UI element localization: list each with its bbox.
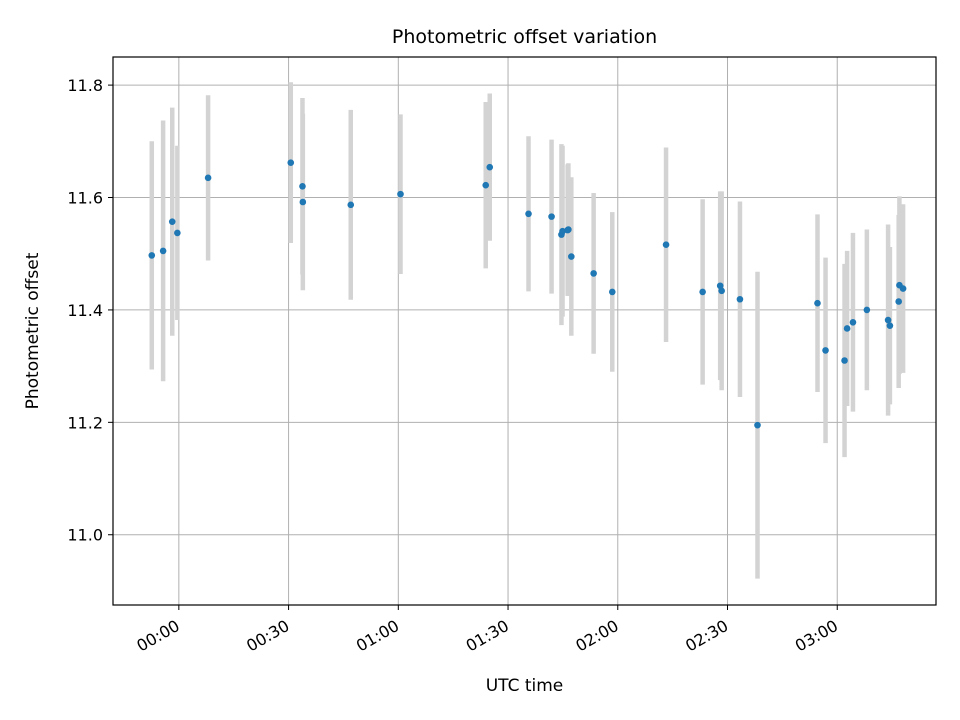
error-bars — [149, 82, 906, 579]
data-point — [204, 174, 212, 182]
data-points — [148, 159, 907, 429]
chart-title: Photometric offset variation — [392, 26, 657, 48]
data-point — [525, 210, 532, 218]
y-tick-label: 11.8 — [67, 76, 103, 95]
y-tick-label: 11.6 — [67, 189, 103, 208]
y-tick-label: 11.0 — [67, 526, 103, 545]
data-point — [168, 218, 176, 225]
data-point — [899, 285, 907, 292]
grid — [113, 57, 936, 605]
data-point — [159, 247, 167, 255]
plot-frame — [112, 56, 937, 606]
x-tick-label: 01:00 — [353, 616, 402, 656]
x-tick-label: 00:00 — [133, 616, 182, 656]
data-point — [736, 295, 744, 303]
x-axis-label: UTC time — [486, 676, 564, 696]
data-point — [863, 306, 871, 314]
x-tick-label: 00:30 — [243, 616, 292, 656]
data-point — [843, 325, 851, 332]
data-point — [565, 226, 572, 233]
data-point — [482, 181, 490, 189]
data-point — [699, 288, 706, 296]
data-point — [590, 270, 597, 277]
x-tick-label: 02:30 — [682, 616, 731, 656]
data-point — [814, 299, 821, 307]
y-axis-label: Photometric offset — [23, 252, 43, 409]
data-point — [299, 182, 306, 190]
data-point — [299, 198, 307, 206]
data-point — [287, 159, 295, 166]
data-point — [347, 201, 355, 209]
data-point — [886, 322, 894, 329]
data-point — [716, 282, 724, 290]
data-point — [174, 229, 181, 237]
data-point — [548, 213, 555, 220]
data-point — [884, 316, 892, 324]
data-point — [718, 287, 725, 295]
x-tick-label: 02:00 — [572, 616, 621, 656]
data-point — [397, 190, 404, 198]
data-point — [608, 288, 616, 296]
data-point — [895, 298, 902, 305]
data-point — [559, 227, 566, 235]
ticks: 00:00 00:30 01:00 01:30 02:00 02:30 03:00 11.0 1… — [67, 76, 841, 655]
y-tick-label: 11.2 — [67, 413, 103, 432]
data-point — [841, 357, 848, 364]
data-point — [568, 253, 575, 260]
data-point — [148, 252, 156, 259]
x-tick-label: 01:30 — [463, 616, 512, 656]
data-point — [662, 241, 670, 249]
data-point — [754, 421, 761, 429]
data-point — [822, 347, 829, 354]
data-point — [849, 318, 857, 326]
data-point — [486, 163, 494, 171]
y-tick-label: 11.4 — [67, 301, 103, 320]
x-tick-label: 03:00 — [792, 616, 841, 656]
